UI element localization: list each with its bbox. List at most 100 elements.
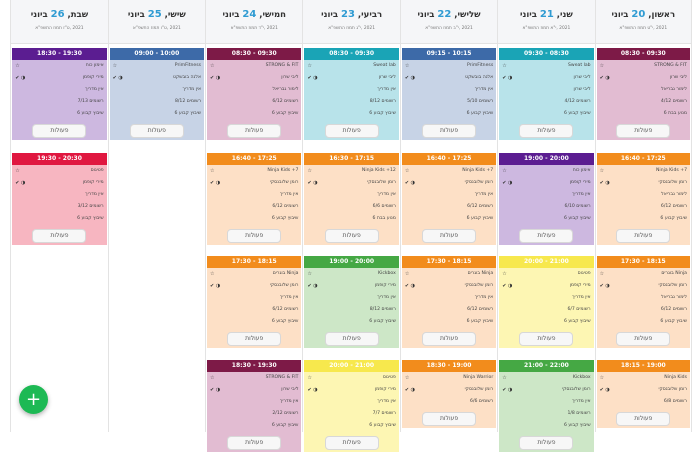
actions-button[interactable]: פעולות: [616, 229, 671, 243]
class-card[interactable]: 19:00 - 20:00 Kickbox ☆ מירי קופמן ✔ ◑ אין מד…: [304, 256, 399, 348]
class-card[interactable]: 18:30 - 19:30 אימון כוח ☆ מירי קופמן ✔ ◑ אין …: [12, 48, 107, 140]
class-card[interactable]: 19:00 - 20:00 אימון כוח ☆ מירי קופמן ✔ ◑ אין …: [499, 153, 594, 245]
class-card[interactable]: 08:30 - 09:30 STRONG & FIT ☆ ליבי שרון ✔ ◑ לי…: [596, 48, 690, 140]
class-info-row: רשומים 7/7: [304, 408, 398, 420]
info-icon: ✔ ◑: [502, 283, 513, 289]
info-text: רשומים 6/7: [567, 307, 591, 312]
actions-button[interactable]: פעולות: [227, 332, 282, 346]
day-column: חמישי, 24 ביוני 2021 ,י"ד תמוז התשפ"א 08:3…: [205, 0, 303, 452]
class-card[interactable]: 18:30 - 19:30 STRONG & FIT ☆ ליבי שרון ✔ ◑ אי…: [207, 360, 302, 452]
actions-button[interactable]: פעולות: [616, 332, 671, 346]
info-text: מירי קופמן: [569, 180, 591, 185]
class-time: 09:30 - 08:30: [499, 48, 594, 60]
status-icon: ☆: [502, 63, 507, 69]
class-title-row: Ninja Warrior ☆: [402, 372, 496, 384]
class-info-row: רומן שלובנסקי ✔ ◑: [597, 280, 690, 292]
actions-button[interactable]: פעולות: [422, 332, 477, 346]
class-card[interactable]: 08:30 - 09:30 Sweat lab ☆ ליבי שרון ✔ ◑ אין מ…: [304, 48, 399, 140]
class-title: PrimFitness: [174, 63, 202, 68]
info-text: רשומים 7/13: [77, 99, 104, 104]
class-info-row: רשומים 6/8: [597, 396, 690, 408]
info-text: רשומים 6/12: [467, 204, 494, 209]
status-icon: ☆: [599, 168, 605, 174]
day-column: שלישי, 22 ביוני 2021 ,י"ב תמוז התשפ"א 09:1…: [399, 0, 498, 432]
actions-button[interactable]: פעולות: [324, 229, 379, 243]
class-info-row: אין מדריך: [304, 396, 398, 408]
actions-button[interactable]: פעולות: [227, 124, 282, 138]
actions-button[interactable]: פעולות: [227, 436, 282, 450]
class-time: 08:30 - 09:30: [596, 48, 690, 60]
class-info-row: רשומים 6/6: [304, 201, 398, 213]
day-header: שבת, 26 ביוני 2021 ,ט"ז תמוז התשפ"א: [11, 0, 108, 44]
actions-button[interactable]: פעולות: [32, 124, 87, 138]
info-text: רומן שלובנסקי: [658, 180, 687, 185]
actions-button[interactable]: פעולות: [519, 229, 574, 243]
actions-button[interactable]: פעולות: [422, 124, 477, 138]
class-title-row: Ninja בוגרים ☆: [402, 268, 496, 280]
class-info-row: אין מדריך: [499, 396, 593, 408]
info-text: ליבי שרון: [669, 75, 687, 80]
day-title: שני, 21 ביוני: [519, 9, 573, 20]
actions-button[interactable]: פעולות: [519, 124, 574, 138]
actions-button[interactable]: פעולות: [616, 412, 671, 426]
status-icon: ☆: [502, 168, 507, 174]
class-card[interactable]: 16:30 - 17:15 Ninja Kids +12 ☆ רומן שלובנסק…: [304, 153, 399, 245]
class-card[interactable]: 18:30 - 19:00 Ninja Warrior ☆ רומן שלובנסקי…: [401, 360, 497, 428]
class-card[interactable]: 16:40 - 17:25 Ninja Kids +7 ☆ רומן שלובנסקי…: [207, 153, 302, 245]
status-icon: ☆: [15, 63, 20, 69]
actions-button[interactable]: פעולות: [519, 332, 574, 346]
actions-button[interactable]: פעולות: [324, 124, 379, 138]
info-text: רשומים 8/12: [174, 99, 202, 104]
class-card[interactable]: 17:30 - 18:15 Ninja בוגרים ☆ רומן שלובנסקי ✔…: [596, 256, 690, 348]
class-time: 17:30 - 18:15: [596, 256, 690, 268]
class-title: Ninja Kids +7: [267, 168, 299, 173]
info-text: לימור גבריאל: [661, 192, 687, 197]
class-info-row: אין מדריך: [207, 396, 301, 408]
info-icon: ✔ ◑: [404, 180, 415, 186]
class-card[interactable]: 09:15 - 10:15 PrimFitness ☆ אלנה בובשקט ✔ ◑ א…: [401, 48, 497, 140]
class-info-row: רומן שלובנסקי ✔ ◑: [207, 280, 301, 292]
info-text: ליבי שרון: [573, 87, 591, 92]
class-info-row: רשומים 6/12: [207, 201, 301, 213]
class-card[interactable]: 20:00 - 21:00 פטיגוס ☆ מירי קופמן ✔ ◑ אין מדר…: [499, 256, 594, 348]
class-title-row: פטיגוס ☆: [499, 268, 593, 280]
class-card[interactable]: 20:00 - 21:00 פטיגוס ☆ מירי קופמן ✔ ◑ אין מדר…: [304, 360, 399, 452]
class-card[interactable]: 21:00 - 22:00 Kickbox ☆ רומן שלובנסקי ✔ ◑ אין…: [499, 360, 594, 452]
class-card[interactable]: 08:30 - 09:30 STRONG & FIT ☆ ליבי שרון ✔ ◑ לי…: [207, 48, 302, 140]
add-class-button[interactable]: +: [19, 385, 48, 414]
actions-button[interactable]: פעולות: [324, 436, 379, 450]
class-card[interactable]: 17:30 - 18:15 Ninja בוגרים ☆ רומן שלובנסקי ✔…: [207, 256, 302, 348]
class-card[interactable]: 17:30 - 18:15 Ninja בוגרים ☆ רומן שלובנסקי ✔…: [401, 256, 497, 348]
actions-button[interactable]: פעולות: [616, 124, 671, 138]
actions-button[interactable]: פעולות: [422, 412, 477, 426]
class-info-row: שיבוץ קבוע 6: [207, 420, 301, 432]
class-info-row: רשומים 6/10: [499, 201, 593, 213]
actions-button[interactable]: פעולות: [519, 436, 574, 450]
day-header: רביעי, 23 ביוני 2021 ,י"ג תמוז התשפ"א: [303, 0, 400, 44]
class-card[interactable]: 09:00 - 10:00 PrimFitness ☆ אלנה בובשקט ✔ ◑ א…: [109, 48, 205, 140]
class-info-row: רשומים 3/12: [12, 201, 106, 213]
info-icon: ✔ ◑: [307, 387, 318, 393]
class-card[interactable]: 16:40 - 17:25 Ninja Kids +7 ☆ רומן שלובנסקי…: [401, 153, 497, 245]
info-text: רומן שלובנסקי: [464, 180, 494, 185]
class-card[interactable]: 09:30 - 08:30 Sweat lab ☆ ליבי שרון ✔ ◑ ליבי …: [499, 48, 594, 140]
actions-button[interactable]: פעולות: [32, 229, 87, 243]
actions-button[interactable]: פעולות: [324, 332, 379, 346]
actions-button[interactable]: פעולות: [422, 229, 477, 243]
day-title: ראשון, 20 ביוני: [611, 9, 676, 20]
class-info-row: מירי קופמן ✔ ◑: [304, 384, 398, 396]
class-info-row: שיבוץ קבוע 6: [402, 316, 496, 328]
day-header: ראשון, 20 ביוני 2021 ,י"ט תמוז התשפ"א: [595, 0, 691, 44]
info-text: שיבוץ קבוע 6: [271, 423, 299, 428]
actions-button[interactable]: פעולות: [129, 124, 184, 138]
info-icon: ✔ ◑: [502, 387, 513, 393]
class-title: פטיגוס: [90, 168, 104, 173]
class-card[interactable]: 18:15 - 19:00 Ninja Kids ☆ רומן שלובנסקי ✔ ◑…: [596, 360, 690, 428]
info-text: מנוע בבת 6: [372, 216, 396, 221]
class-info-row: מירי קופמן ✔ ◑: [499, 177, 593, 189]
class-title-row: STRONG & FIT ☆: [597, 60, 690, 72]
class-time: 09:15 - 10:15: [401, 48, 497, 60]
class-card[interactable]: 19:30 - 20:30 פטיגוס ☆ מירי קופמן ✔ ◑ אין מדר…: [12, 153, 107, 245]
class-card[interactable]: 16:40 - 17:25 Ninja Kids +7 ☆ רומן שלובנסקי…: [596, 153, 690, 245]
actions-button[interactable]: פעולות: [227, 229, 282, 243]
